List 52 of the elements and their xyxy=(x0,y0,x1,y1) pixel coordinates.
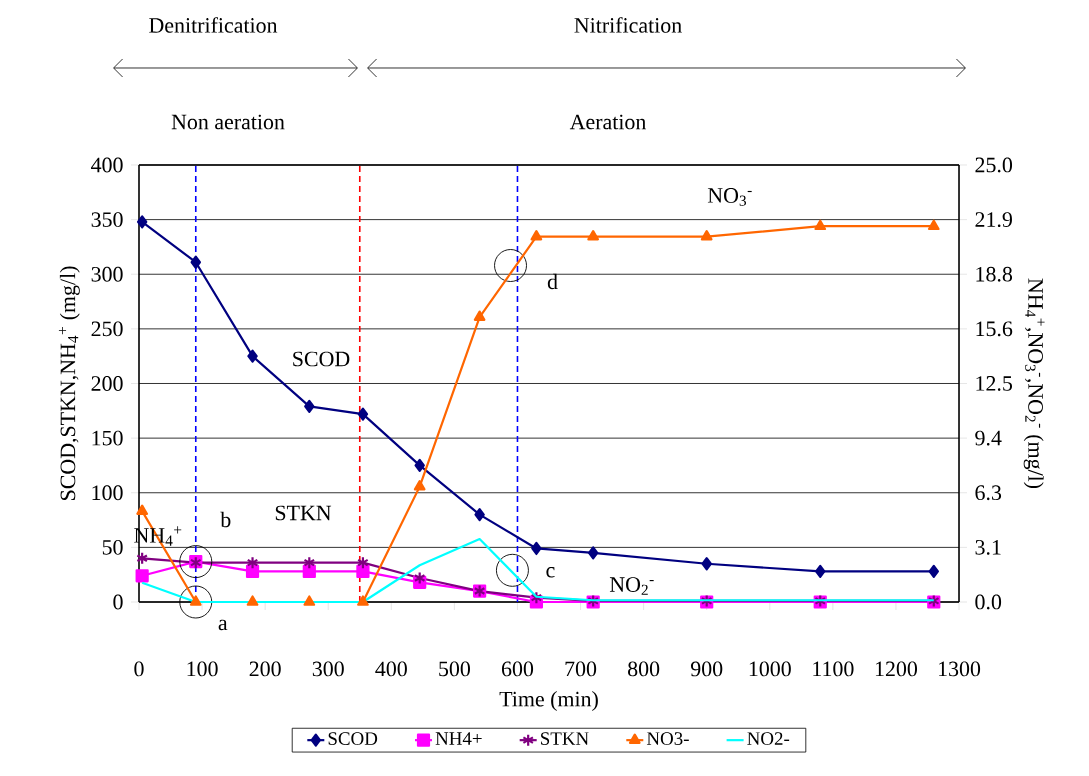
annotation: NO$_{3}$- xyxy=(707,188,752,206)
text: Denitrification xyxy=(149,17,278,33)
y2-tick-label: 15.6 xyxy=(976,321,1013,337)
legend-label: SCOD xyxy=(328,732,378,745)
y-tick-label: 250 xyxy=(91,321,123,337)
y-tick-label: 150 xyxy=(92,430,123,446)
x-tick-label: 200 xyxy=(249,661,281,677)
x-tick-label: 600 xyxy=(501,661,534,677)
x-tick-label: 1000 xyxy=(749,661,791,677)
y-tick-label: 350 xyxy=(91,212,123,228)
y2-tick-label: 12.5 xyxy=(976,376,1013,391)
x-tick-label: 100 xyxy=(187,661,218,677)
legend-label: NO3- xyxy=(646,732,689,745)
y-tick-label: 200 xyxy=(91,376,123,391)
y-axis-title: SCOD,STKN,NH$_{4}$$^{+}$ (mg/l) xyxy=(58,266,80,500)
text: Nitrification xyxy=(574,17,682,33)
legend-label: STKN xyxy=(541,732,589,745)
y-tick-label: 0 xyxy=(113,594,123,610)
y2-tick-label: 0.0 xyxy=(975,594,1002,610)
text: Non aeration xyxy=(171,114,285,130)
annotation: c xyxy=(546,567,555,578)
legend-label: NO2- xyxy=(747,732,790,745)
annotation: STKN xyxy=(275,505,332,521)
x-tick-label: 1300 xyxy=(939,661,981,677)
annotation: d xyxy=(547,273,558,290)
x-axis-title: Time (min) xyxy=(499,691,598,711)
x-tick-label: 0 xyxy=(134,661,144,677)
x-tick-label: 1200 xyxy=(875,661,918,677)
y2-tick-label: 3.1 xyxy=(975,539,1001,555)
x-tick-label: 900 xyxy=(690,661,723,677)
y2-tick-label: 9.4 xyxy=(975,430,1002,446)
y-tick-label: 300 xyxy=(91,266,123,282)
annotation: a xyxy=(218,619,228,631)
y-tick-label: 400 xyxy=(91,157,123,173)
x-tick-label: 1100 xyxy=(813,661,854,677)
annotation: NO$_{2}$- xyxy=(609,577,654,595)
y2-tick-label: 18.8 xyxy=(976,266,1013,282)
legend-label: NH4+ xyxy=(435,732,482,745)
x-tick-label: 400 xyxy=(375,661,407,677)
annotation: SCOD xyxy=(293,351,350,367)
text: NH$_{4}$$^{+}$,NO$_{3}$$^{-}$,NO$_{2}$$^{-}$ (mg/l) xyxy=(1023,278,1045,489)
y-tick-label: 50 xyxy=(102,539,123,555)
x-tick-label: 800 xyxy=(628,661,660,677)
x-tick-label: 300 xyxy=(312,661,344,677)
y2-tick-label: 6.3 xyxy=(975,485,1002,501)
x-tick-label: 700 xyxy=(565,661,597,677)
y-tick-label: 100 xyxy=(92,485,123,501)
x-tick-label: 500 xyxy=(439,661,470,677)
text: Aeration xyxy=(569,114,647,130)
y2-tick-label: 25.0 xyxy=(975,157,1013,173)
annotation: b xyxy=(220,511,231,528)
y2-tick-label: 21.9 xyxy=(975,212,1012,228)
